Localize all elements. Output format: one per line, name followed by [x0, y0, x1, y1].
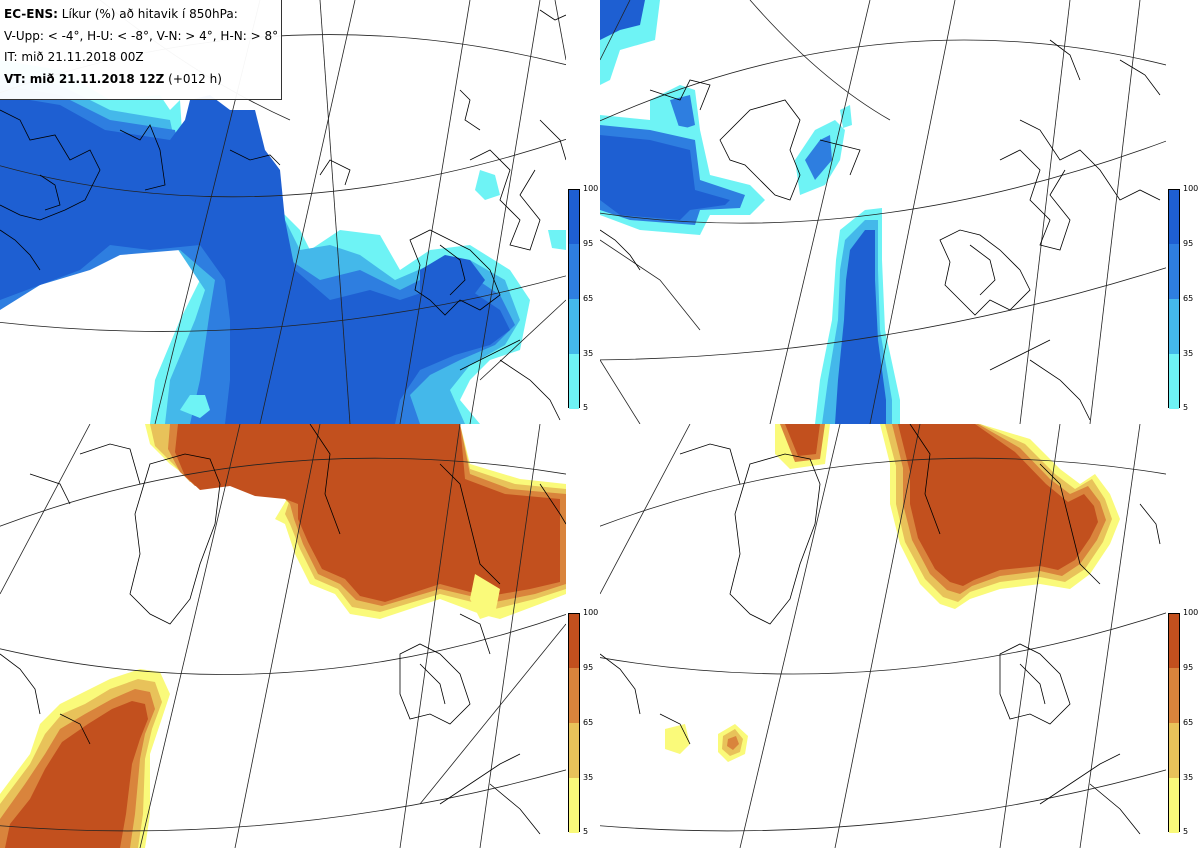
coastlines [0, 424, 566, 835]
colorbar-gradient [1168, 189, 1180, 409]
colorbar-orange-bottom-left: 100 95 65 35 5 [568, 424, 598, 848]
colorbar-tick: 100 [583, 608, 599, 617]
colorbar-tick: 5 [1183, 827, 1189, 836]
legend-valid-time-bold: VT: mið 21.11.2018 12Z [4, 71, 165, 86]
legend-initial-time: IT: mið 21.11.2018 00Z [4, 50, 144, 64]
colorbar-tick: 5 [583, 403, 589, 412]
probability-field [0, 424, 566, 848]
probability-field [600, 0, 900, 424]
legend-lead-time: (+012 h) [164, 71, 222, 86]
colorbar-tick: 35 [583, 773, 594, 782]
legend-title-row: EC-ENS: Líkur (%) að hitavik í 850hPa: [4, 4, 277, 26]
legend-thresholds: V-Upp: < -4°, H-U: < -8°, V-N: > 4°, H-N… [4, 28, 279, 43]
legend-title-rest: Líkur (%) að hitavik í 850hPa: [57, 7, 238, 21]
colorbar-blue-top-left: 100 95 65 35 5 [568, 0, 598, 424]
probability-map-v-upp [0, 0, 566, 424]
probability-field [0, 60, 566, 424]
colorbar-tick: 5 [1183, 403, 1189, 412]
map-panel-v-n [0, 424, 566, 848]
colorbar-tick: 35 [583, 349, 594, 358]
map-panel-v-upp: EC-ENS: Líkur (%) að hitavik í 850hPa: V… [0, 0, 566, 424]
colorbar-tick: 65 [1183, 718, 1194, 727]
map-panel-h-u [600, 0, 1166, 424]
colorbar-tick: 35 [1183, 349, 1194, 358]
forecast-legend-box: EC-ENS: Líkur (%) að hitavik í 850hPa: V… [0, 0, 282, 100]
probability-map-h-n [600, 424, 1166, 848]
coastlines [600, 39, 1161, 421]
colorbar-gradient [568, 613, 580, 833]
legend-title-bold: EC-ENS: [4, 7, 58, 21]
map-panel-h-n [600, 424, 1166, 848]
graticule-lines [600, 0, 1166, 424]
colorbar-tick: 95 [1183, 239, 1194, 248]
graticule-lines [600, 424, 1166, 848]
colorbar-tick: 95 [1183, 663, 1194, 672]
coastlines [600, 424, 1161, 835]
graticule-lines [0, 424, 566, 848]
colorbar-tick: 65 [583, 294, 594, 303]
colorbar-tick: 100 [1183, 184, 1199, 193]
colorbar-tick: 95 [583, 663, 594, 672]
colorbar-tick: 95 [583, 239, 594, 248]
colorbar-tick: 5 [583, 827, 589, 836]
colorbar-tick: 65 [1183, 294, 1194, 303]
probability-map-h-u [600, 0, 1166, 424]
colorbar-gradient [568, 189, 580, 409]
coastlines [0, 9, 566, 421]
colorbar-tick: 35 [1183, 773, 1194, 782]
colorbar-orange-bottom-right: 100 95 65 35 5 [1168, 424, 1198, 848]
colorbar-tick: 100 [583, 184, 599, 193]
probability-field [665, 424, 1120, 762]
colorbar-blue-top-right: 100 95 65 35 5 [1168, 0, 1198, 424]
colorbar-tick: 65 [583, 718, 594, 727]
probability-map-v-n [0, 424, 566, 848]
colorbar-gradient [1168, 613, 1180, 833]
colorbar-tick: 100 [1183, 608, 1199, 617]
legend-valid-time-row: VT: mið 21.11.2018 12Z (+012 h) [4, 69, 277, 91]
